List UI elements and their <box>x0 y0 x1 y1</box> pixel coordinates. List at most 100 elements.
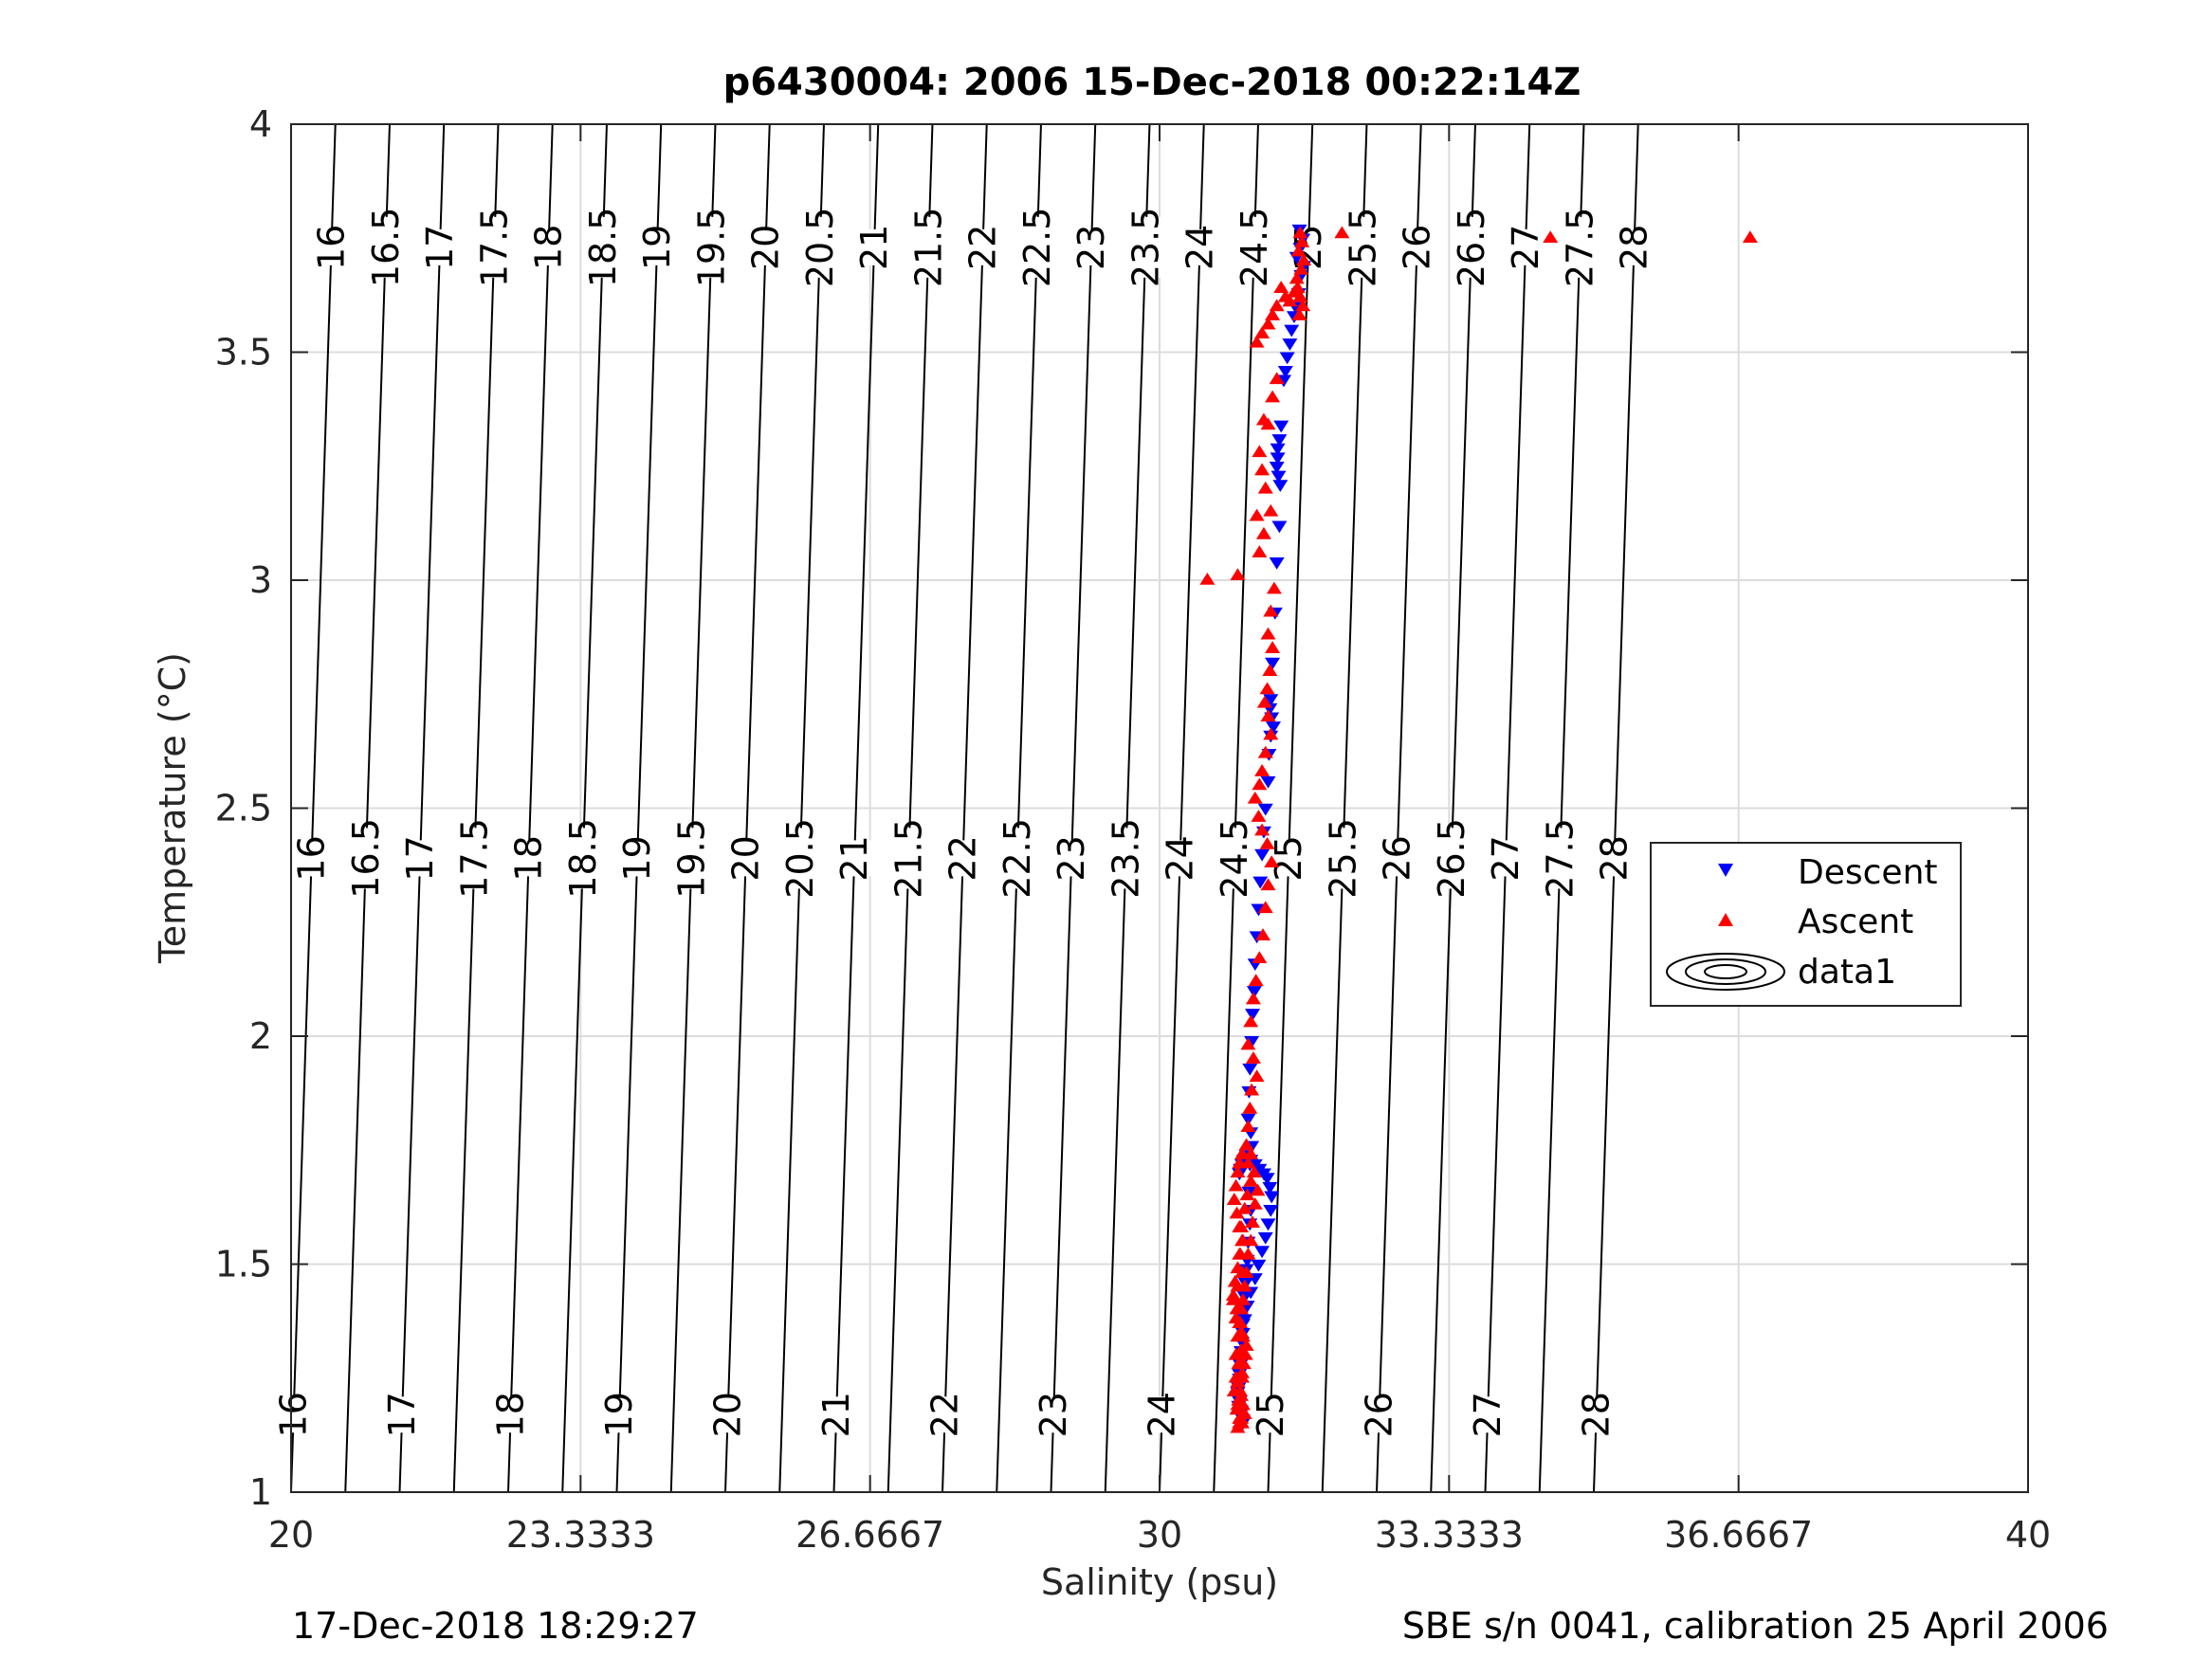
ascent-point <box>1245 992 1261 1005</box>
contour-label-bg <box>1563 216 1598 278</box>
ascent-point <box>1265 390 1281 403</box>
descent-point <box>1240 1113 1256 1126</box>
ascent-point <box>1228 1370 1244 1383</box>
ascent-point <box>1263 727 1279 740</box>
contour-label: 23.5 <box>1124 208 1166 288</box>
x-tick-label: 33.3333 <box>1375 1514 1524 1556</box>
contour-line <box>941 123 988 1493</box>
ascent-point <box>1230 1397 1246 1411</box>
contour-label: 21 <box>833 835 875 881</box>
ascent-point <box>1286 284 1302 298</box>
contour-label-bg <box>1380 840 1415 877</box>
contour-label: 16 <box>311 225 353 270</box>
y-tick-label: 1 <box>249 1471 272 1513</box>
ascent-point <box>1242 1101 1258 1114</box>
contour-line <box>996 123 1042 1493</box>
x-axis-label: Salinity (psu) <box>1041 1561 1278 1603</box>
contour-label-bg <box>1108 828 1143 889</box>
ascent-point <box>1543 230 1559 244</box>
descent-point <box>1254 848 1271 862</box>
contour-line <box>1104 123 1151 1493</box>
ascent-point <box>1230 1261 1246 1274</box>
grid-lines <box>291 124 2028 1492</box>
contour-label-bg <box>1399 228 1435 265</box>
contour-label-bg <box>1617 228 1652 265</box>
descent-point <box>1282 338 1298 351</box>
contour-label-bg <box>1471 1396 1506 1433</box>
descent-point <box>1263 1204 1279 1217</box>
ascent-point <box>1226 1193 1242 1205</box>
ascent-point <box>1254 463 1271 476</box>
axis-ticks: 20 23.3333 26.6667 30 33.3333 36.6667 4011.522… <box>215 103 2052 1556</box>
contour-label: 27.5 <box>1559 208 1600 288</box>
descent-point <box>1284 324 1300 337</box>
contour-label-bg <box>1271 840 1307 877</box>
ascent-point <box>1293 262 1309 275</box>
contour-label: 20.5 <box>779 818 821 899</box>
ascent-point <box>1254 326 1271 339</box>
descent-point <box>1254 1246 1271 1259</box>
contour-line <box>778 123 825 1493</box>
contour-label: 28 <box>1576 1392 1618 1437</box>
ascent-point <box>1252 777 1268 791</box>
ascent-point <box>1260 709 1276 722</box>
descent-point <box>1279 352 1295 365</box>
contour-label: 16 <box>291 835 333 881</box>
ascent-point <box>1266 581 1282 594</box>
contour-label: 16 <box>273 1392 315 1437</box>
ascent-point <box>1227 1274 1243 1287</box>
ascent-point <box>1264 855 1280 868</box>
contour-label: 17 <box>399 835 441 881</box>
contour-label: 20.5 <box>799 208 841 288</box>
contour-line <box>561 123 608 1493</box>
ascent-point <box>1257 745 1273 758</box>
contour-label: 22 <box>962 225 1004 270</box>
contour-label-bg <box>1543 828 1578 889</box>
contour-line <box>1484 123 1531 1493</box>
contour-label: 23 <box>1051 835 1092 881</box>
density-contours <box>290 123 1639 1493</box>
contour-label: 21 <box>815 1392 857 1437</box>
contour-label: 21 <box>853 225 895 270</box>
contour-label: 18.5 <box>562 818 604 899</box>
ascent-point <box>1259 836 1275 849</box>
descent-point <box>1251 1259 1267 1272</box>
ascent-point <box>1269 299 1285 312</box>
contour-line <box>832 123 880 1493</box>
ascent-point <box>1240 1120 1256 1132</box>
contour-label: 21.5 <box>907 208 949 288</box>
contour-label: 25 <box>1268 835 1309 881</box>
ascent-point <box>1742 230 1758 244</box>
ascent-point <box>1289 271 1305 284</box>
ascent-point <box>1252 545 1268 557</box>
contour-label-bg <box>1325 828 1361 889</box>
contour-label-bg <box>1434 828 1469 889</box>
contour-label-bg <box>531 228 566 265</box>
contour-label-bg <box>1054 840 1089 877</box>
contour-label: 20 <box>725 835 767 881</box>
ascent-point <box>1296 253 1312 266</box>
contour-label: 21.5 <box>887 818 929 899</box>
ascent-series <box>1199 226 1758 1433</box>
descent-point <box>1277 365 1293 378</box>
legend: Descent Ascent data1 <box>1650 842 1962 1007</box>
contour-label: 26 <box>1377 835 1418 881</box>
legend-descent-marker <box>1718 864 1733 877</box>
contour-label-bg <box>477 216 512 278</box>
ascent-point <box>1231 1357 1247 1370</box>
contour-label: 17 <box>419 225 461 270</box>
contour-label: 24 <box>1142 1392 1183 1437</box>
contour-label-bg <box>1508 228 1544 265</box>
contour-label-bg <box>710 1396 745 1433</box>
descent-point <box>1273 420 1289 433</box>
ascent-point <box>1229 1206 1245 1219</box>
ascent-point <box>1254 823 1271 836</box>
contour-label: 27 <box>1485 835 1526 881</box>
contour-line <box>724 123 771 1493</box>
contour-label: 22.5 <box>1016 208 1058 288</box>
ascent-point <box>1257 901 1273 914</box>
legend-ascent-label: Ascent <box>1798 902 1913 941</box>
contour-label: 18.5 <box>582 208 624 288</box>
contour-label: 27.5 <box>1539 818 1581 899</box>
ascent-point <box>1247 791 1263 804</box>
